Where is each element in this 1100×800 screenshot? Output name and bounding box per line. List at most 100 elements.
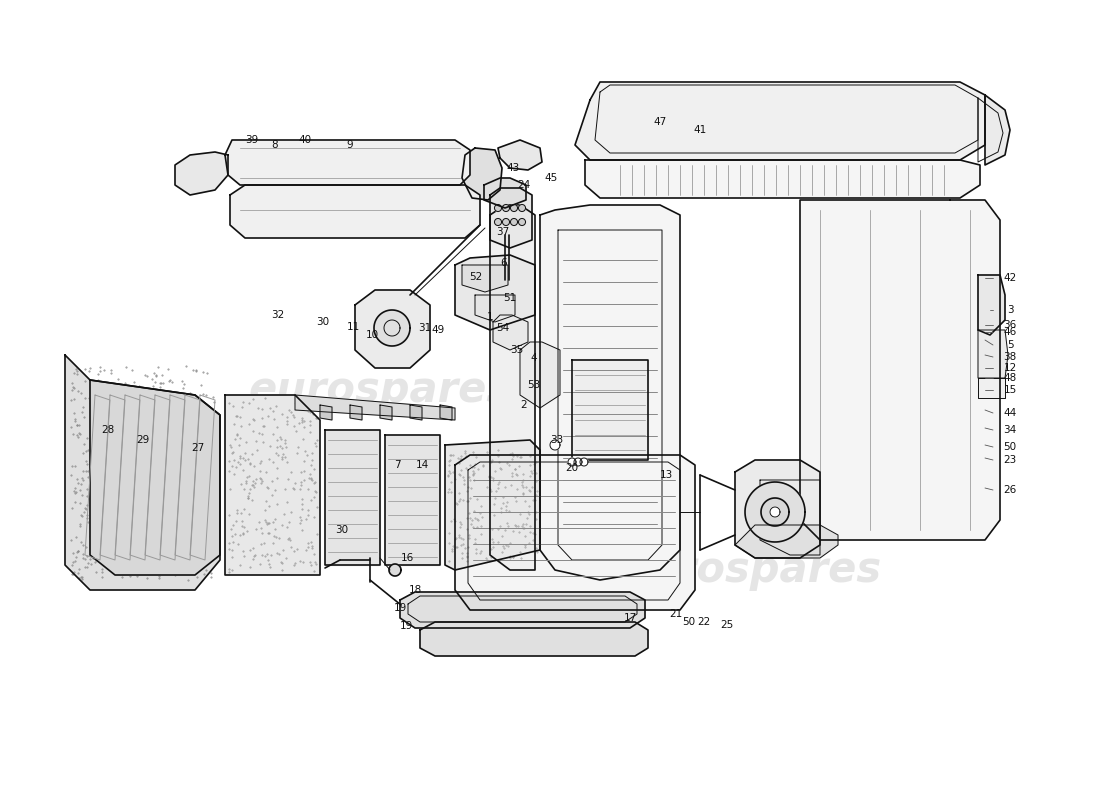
Text: 12: 12 xyxy=(1003,363,1016,373)
Polygon shape xyxy=(230,185,480,238)
Text: 8: 8 xyxy=(272,140,278,150)
Polygon shape xyxy=(978,330,1008,378)
Polygon shape xyxy=(440,405,452,420)
Text: 13: 13 xyxy=(659,470,672,480)
Text: 29: 29 xyxy=(136,435,150,445)
Polygon shape xyxy=(800,200,1000,540)
Text: 51: 51 xyxy=(504,293,517,303)
Text: 33: 33 xyxy=(550,435,563,445)
Text: 9: 9 xyxy=(346,140,353,150)
Polygon shape xyxy=(320,405,332,420)
Polygon shape xyxy=(540,205,680,580)
Text: 24: 24 xyxy=(517,180,530,190)
Polygon shape xyxy=(978,275,1005,335)
Text: 7: 7 xyxy=(394,460,400,470)
Polygon shape xyxy=(379,405,392,420)
Text: 44: 44 xyxy=(1003,408,1016,418)
Polygon shape xyxy=(770,507,780,517)
Text: 43: 43 xyxy=(506,163,519,173)
Polygon shape xyxy=(324,430,380,565)
Polygon shape xyxy=(90,380,220,575)
Text: 10: 10 xyxy=(365,330,378,340)
Polygon shape xyxy=(355,290,430,368)
Polygon shape xyxy=(455,255,535,330)
Polygon shape xyxy=(226,140,470,185)
Text: 2: 2 xyxy=(520,400,527,410)
Polygon shape xyxy=(745,482,805,542)
Text: 35: 35 xyxy=(510,345,524,355)
Polygon shape xyxy=(568,458,576,466)
Polygon shape xyxy=(410,405,422,420)
Polygon shape xyxy=(575,82,984,160)
Text: 5: 5 xyxy=(1006,340,1013,350)
Text: 40: 40 xyxy=(298,135,311,145)
Polygon shape xyxy=(175,152,228,195)
Text: eurospares: eurospares xyxy=(618,549,881,591)
Polygon shape xyxy=(498,140,542,170)
Polygon shape xyxy=(389,564,402,576)
Polygon shape xyxy=(572,360,648,460)
Polygon shape xyxy=(65,355,220,590)
Polygon shape xyxy=(503,218,509,226)
Text: 30: 30 xyxy=(317,317,330,327)
Polygon shape xyxy=(518,205,526,211)
Polygon shape xyxy=(574,458,582,466)
Text: 15: 15 xyxy=(1003,385,1016,395)
Text: 31: 31 xyxy=(418,323,431,333)
Text: 45: 45 xyxy=(544,173,558,183)
Polygon shape xyxy=(490,188,532,248)
Polygon shape xyxy=(495,218,502,226)
Text: 38: 38 xyxy=(1003,352,1016,362)
Polygon shape xyxy=(503,205,509,211)
Text: 19: 19 xyxy=(399,621,412,631)
Text: 54: 54 xyxy=(496,323,509,333)
Polygon shape xyxy=(585,160,980,198)
Text: 18: 18 xyxy=(408,585,421,595)
Polygon shape xyxy=(374,310,410,346)
Text: 16: 16 xyxy=(400,553,414,563)
Polygon shape xyxy=(550,440,560,450)
Polygon shape xyxy=(735,460,820,558)
Text: 37: 37 xyxy=(496,227,509,237)
Text: 19: 19 xyxy=(394,603,407,613)
Text: 4: 4 xyxy=(530,353,537,363)
Polygon shape xyxy=(420,622,648,656)
Polygon shape xyxy=(455,455,695,610)
Polygon shape xyxy=(495,205,502,211)
Polygon shape xyxy=(493,315,528,350)
Polygon shape xyxy=(226,395,320,575)
Polygon shape xyxy=(761,498,789,526)
Text: 49: 49 xyxy=(431,325,444,335)
Text: 26: 26 xyxy=(1003,485,1016,495)
Text: 1: 1 xyxy=(486,312,493,322)
Text: 22: 22 xyxy=(697,617,711,627)
Text: 3: 3 xyxy=(1006,305,1013,315)
Text: 52: 52 xyxy=(470,272,483,282)
Text: 34: 34 xyxy=(1003,425,1016,435)
Text: 50: 50 xyxy=(682,617,695,627)
Polygon shape xyxy=(400,592,645,628)
Polygon shape xyxy=(462,265,508,292)
Text: 23: 23 xyxy=(1003,455,1016,465)
Text: 17: 17 xyxy=(624,613,637,623)
Polygon shape xyxy=(984,95,1010,165)
Polygon shape xyxy=(484,178,526,208)
Polygon shape xyxy=(462,148,502,200)
Polygon shape xyxy=(350,405,362,420)
Polygon shape xyxy=(580,458,588,466)
Text: 41: 41 xyxy=(693,125,706,135)
Polygon shape xyxy=(510,218,517,226)
Polygon shape xyxy=(518,218,526,226)
Text: eurospares: eurospares xyxy=(249,369,512,411)
Text: 28: 28 xyxy=(101,425,114,435)
Polygon shape xyxy=(520,342,560,408)
Text: 6: 6 xyxy=(500,258,507,268)
Polygon shape xyxy=(735,525,838,558)
Text: 32: 32 xyxy=(272,310,285,320)
Polygon shape xyxy=(475,295,515,322)
Polygon shape xyxy=(760,480,820,555)
Polygon shape xyxy=(295,395,455,420)
Text: 27: 27 xyxy=(191,443,205,453)
Polygon shape xyxy=(510,205,517,211)
Text: 42: 42 xyxy=(1003,273,1016,283)
